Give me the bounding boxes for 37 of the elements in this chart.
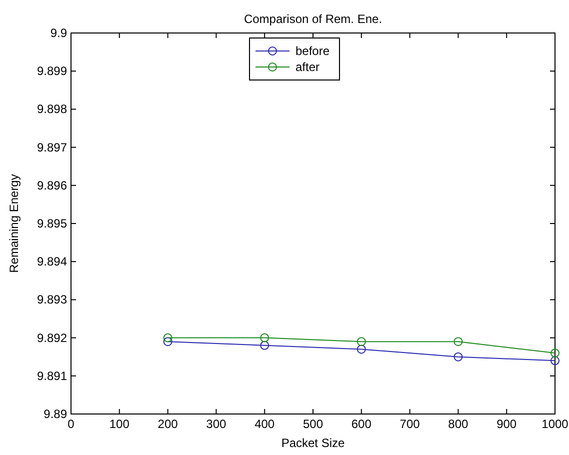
point <box>356 344 366 354</box>
chart-title: Comparison of Rem. Ene. <box>244 12 382 26</box>
x-tick-label: 200 <box>158 417 178 431</box>
y-tick-label: 9.895 <box>36 216 68 230</box>
point <box>163 333 172 342</box>
point <box>454 337 463 346</box>
point <box>550 356 560 366</box>
y-tick-label: 9.892 <box>36 330 68 345</box>
y-tick-label: 9.896 <box>36 178 68 192</box>
y-tick-label: 9.891 <box>36 368 68 383</box>
y-tick-label: 9.893 <box>36 292 68 307</box>
legend-label: before <box>296 44 330 58</box>
x-axis-title: Packet Size <box>281 436 345 450</box>
x-tick-label: 0 <box>68 417 75 431</box>
y-tick-label: 9.894 <box>36 254 68 269</box>
point <box>260 340 270 350</box>
x-tick-label: 300 <box>206 417 227 431</box>
x-tick-label: 900 <box>496 417 517 431</box>
x-tick-label: 100 <box>109 417 130 431</box>
x-tick-label: 1000 <box>542 417 569 431</box>
y-tick-label: 9.899 <box>36 64 68 78</box>
y-tick-label: 9.89 <box>44 407 68 421</box>
point <box>260 333 270 342</box>
x-tick-label: 400 <box>254 417 275 431</box>
y-tick-label: 9.897 <box>36 140 68 154</box>
legend-label: after <box>296 60 320 74</box>
y-tick-label: 9.9 <box>50 26 68 40</box>
x-tick-label: 700 <box>400 417 420 431</box>
point <box>454 352 463 362</box>
y-tick-label: 9.898 <box>36 102 68 116</box>
point <box>550 348 560 358</box>
point <box>356 337 366 346</box>
x-tick-label: 800 <box>448 417 469 431</box>
y-axis-title: Remaining Energy <box>7 174 21 273</box>
x-tick-label: 500 <box>302 417 324 431</box>
point <box>163 337 172 346</box>
x-tick-label: 600 <box>351 417 372 431</box>
